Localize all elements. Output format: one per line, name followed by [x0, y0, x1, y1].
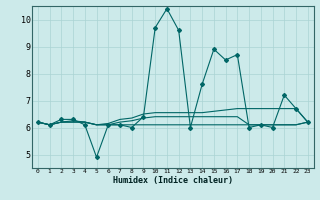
X-axis label: Humidex (Indice chaleur): Humidex (Indice chaleur) [113, 176, 233, 185]
